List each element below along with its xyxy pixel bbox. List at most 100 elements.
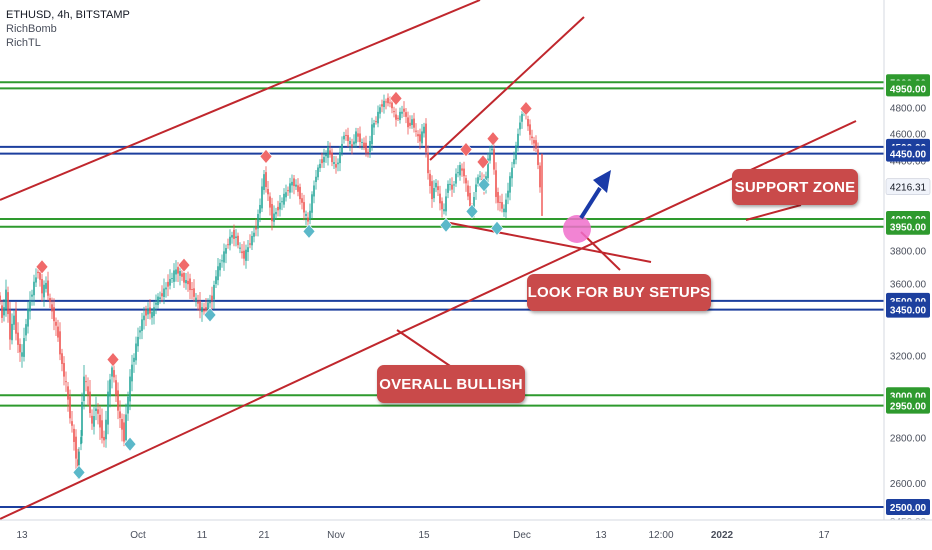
candle-body — [21, 352, 23, 357]
candle-119 — [235, 229, 237, 247]
candle-body — [197, 301, 199, 304]
candle-186 — [369, 135, 371, 158]
candle-body — [375, 121, 377, 123]
buy-marker-4 — [439, 217, 453, 233]
time-tick-9: 2022 — [711, 530, 734, 541]
candle-53 — [103, 430, 105, 448]
candle-body — [437, 186, 439, 191]
candle-143 — [283, 188, 285, 208]
candle-256 — [509, 172, 511, 201]
candle-262 — [521, 110, 523, 129]
support-zone-callout: SUPPORT ZONE — [732, 169, 858, 205]
candle-148 — [293, 174, 295, 195]
candle-body — [293, 178, 295, 187]
candle-body — [61, 353, 63, 364]
candle-body — [363, 142, 365, 148]
candle-34 — [67, 381, 69, 412]
trendline-4 — [580, 231, 621, 271]
candle-body — [459, 165, 461, 176]
candle-body — [201, 307, 203, 313]
candle-99 — [195, 292, 197, 307]
candle-body — [501, 202, 503, 209]
sell-marker-6 — [476, 154, 490, 170]
candle-body — [275, 211, 277, 215]
candle-113 — [223, 243, 225, 271]
candle-125 — [247, 240, 249, 262]
candle-230 — [457, 165, 459, 178]
candle-166 — [329, 142, 331, 158]
candle-body — [243, 250, 245, 259]
candle-245 — [487, 152, 489, 187]
candle-70 — [137, 327, 139, 352]
candle-116 — [229, 229, 231, 251]
price-tick-2: 3200.00 — [890, 352, 927, 363]
candle-163 — [323, 148, 325, 169]
candle-1 — [1, 299, 3, 323]
candle-8 — [15, 301, 17, 341]
trendline-0 — [0, 0, 481, 201]
candle-61 — [119, 400, 121, 429]
candle-78 — [153, 301, 155, 325]
candle-body — [513, 159, 515, 165]
candle-218 — [433, 180, 435, 203]
candle-100 — [197, 294, 199, 311]
candle-body — [37, 271, 39, 274]
candle-187 — [371, 117, 373, 151]
candle-body — [423, 126, 425, 134]
candle-body — [23, 338, 25, 357]
candle-body — [305, 213, 307, 216]
candle-body — [77, 459, 79, 467]
candle-body — [49, 298, 51, 302]
candle-205 — [407, 111, 409, 135]
candle-117 — [231, 231, 233, 244]
candle-body — [31, 294, 33, 297]
candle-body — [443, 209, 445, 212]
candle-120 — [237, 232, 239, 249]
candle-body — [75, 436, 77, 459]
candle-165 — [327, 140, 329, 166]
candle-172 — [341, 136, 343, 157]
candle-171 — [339, 146, 341, 172]
candle-body — [137, 336, 139, 347]
candle-body — [313, 185, 315, 197]
candle-14 — [27, 301, 29, 334]
candle-234 — [465, 174, 467, 192]
candle-body — [447, 183, 449, 193]
level-tag-label-8: 3000.00 — [890, 391, 927, 402]
candle-body — [51, 304, 53, 312]
candle-249 — [495, 162, 497, 204]
candle-48 — [93, 406, 95, 435]
candle-body — [145, 309, 147, 316]
candle-body — [29, 300, 31, 312]
candle-body — [151, 311, 153, 318]
candle-body — [343, 135, 345, 140]
candle-body — [439, 193, 441, 204]
candle-35 — [69, 389, 71, 424]
candle-body — [99, 414, 101, 428]
candle-81 — [159, 291, 161, 304]
candle-body — [289, 183, 291, 193]
candle-114 — [225, 244, 227, 264]
candle-body — [203, 309, 205, 312]
candle-body — [95, 408, 97, 412]
candle-body — [187, 280, 189, 285]
candle-body — [251, 235, 253, 246]
candle-247 — [491, 144, 493, 155]
candle-body — [327, 147, 329, 158]
candle-body — [505, 199, 507, 213]
candle-body — [317, 167, 319, 178]
candle-body — [103, 436, 105, 441]
candle-body — [411, 119, 413, 126]
candle-94 — [185, 272, 187, 290]
buy-marker-2 — [203, 307, 217, 323]
candle-body — [285, 192, 287, 198]
candle-body — [157, 296, 159, 306]
candle-132 — [261, 178, 263, 212]
candle-body — [355, 131, 357, 144]
candle-29 — [57, 319, 59, 342]
candle-body — [223, 251, 225, 263]
time-tick-2: 11 — [197, 530, 208, 541]
candle-body — [287, 190, 289, 192]
candle-32 — [63, 356, 65, 386]
